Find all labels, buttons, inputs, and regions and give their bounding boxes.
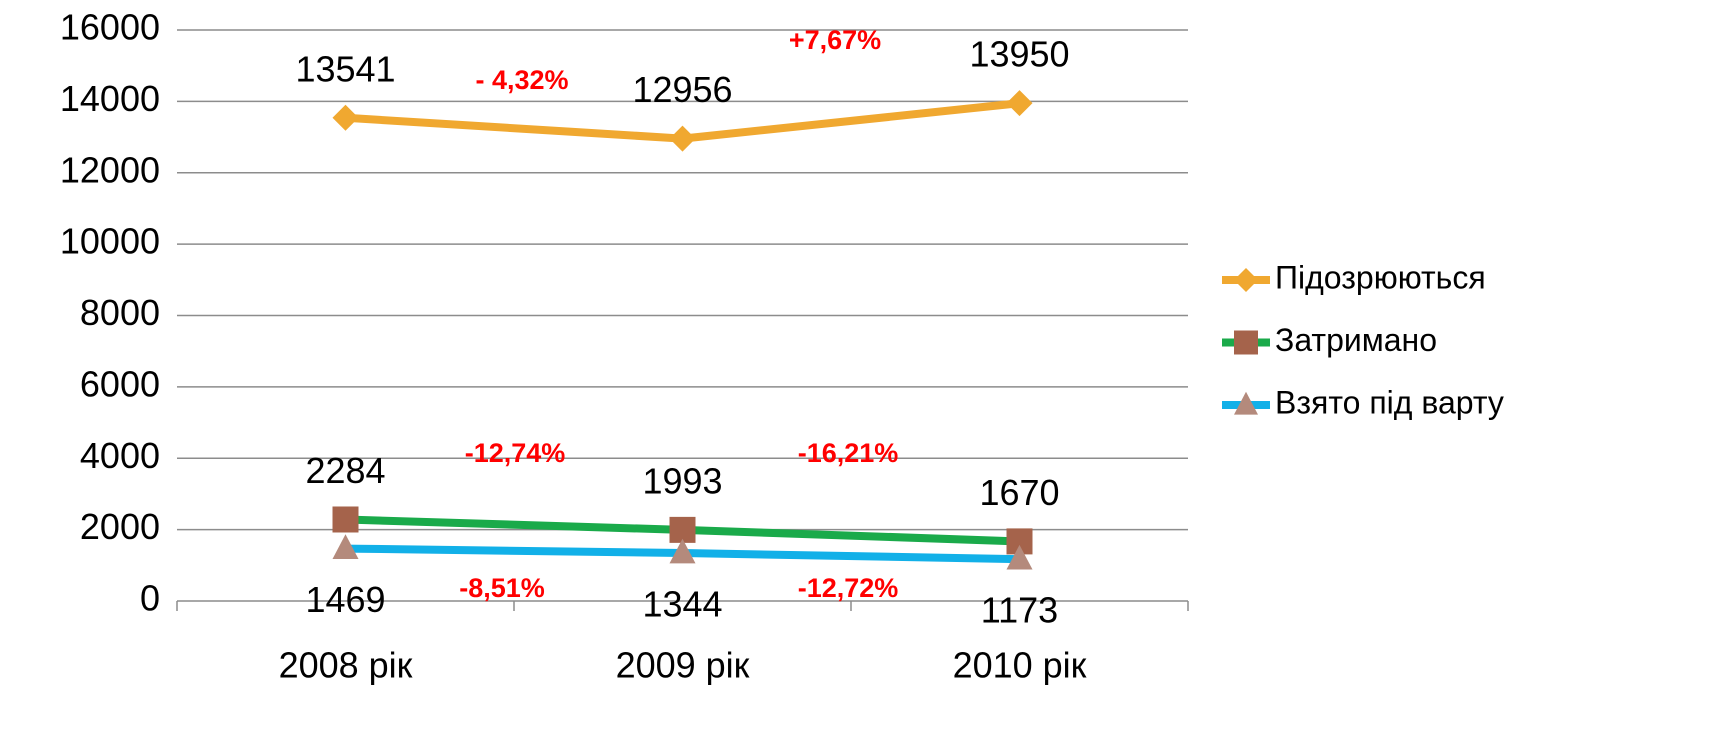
marker <box>669 538 696 564</box>
marker <box>1234 391 1258 415</box>
data-label: 12956 <box>632 69 732 110</box>
x-tick-label: 2010 рік <box>953 645 1087 686</box>
annotation: - 4,32% <box>475 65 568 95</box>
data-label: 13950 <box>969 34 1069 75</box>
marker <box>332 506 359 533</box>
data-label: 1670 <box>979 472 1059 513</box>
data-label: 1344 <box>642 584 722 625</box>
data-label: 1173 <box>981 590 1058 631</box>
data-label: 1469 <box>305 579 385 620</box>
annotation: -12,74% <box>465 438 566 468</box>
data-label: 1993 <box>642 460 722 501</box>
marker <box>1234 330 1258 355</box>
y-tick-label: 16000 <box>60 7 160 48</box>
y-tick-label: 12000 <box>60 149 160 190</box>
annotation: -8,51% <box>459 573 545 603</box>
y-tick-label: 10000 <box>60 221 160 262</box>
y-tick-label: 6000 <box>80 363 160 404</box>
marker <box>669 516 696 543</box>
y-tick-label: 4000 <box>80 435 160 476</box>
x-tick-label: 2008 рік <box>279 645 413 686</box>
legend-label: Затримано <box>1275 322 1437 358</box>
marker <box>1234 268 1258 292</box>
data-label: 13541 <box>295 48 395 89</box>
y-tick-label: 8000 <box>80 292 160 333</box>
annotation: +7,67% <box>789 25 881 55</box>
y-tick-label: 2000 <box>80 506 160 547</box>
marker <box>669 125 696 152</box>
legend-label: Взято під варту <box>1275 384 1504 420</box>
y-tick-label: 0 <box>140 578 160 619</box>
annotation: -12,72% <box>798 573 899 603</box>
marker <box>332 534 359 559</box>
y-tick-label: 14000 <box>60 78 160 119</box>
marker <box>332 104 359 131</box>
x-tick-label: 2009 рік <box>616 645 750 686</box>
data-label: 2284 <box>305 450 385 491</box>
marker <box>1006 544 1033 570</box>
legend-label: Підозрюються <box>1275 259 1486 295</box>
annotation: -16,21% <box>798 438 899 468</box>
marker <box>1006 90 1033 117</box>
